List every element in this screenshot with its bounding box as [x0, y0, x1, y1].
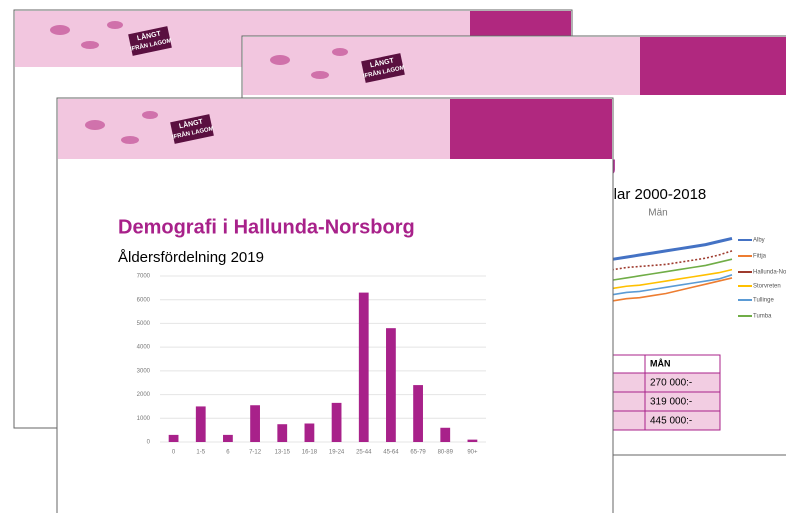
- chart-title: Män: [648, 208, 667, 219]
- legend-label: Hallunda-Norsborg: [753, 270, 786, 276]
- y-tick-label: 7000: [137, 274, 151, 280]
- x-tick-label: 45-64: [383, 450, 399, 456]
- table-cell-text: 270 000:-: [650, 378, 692, 389]
- legend-label: Tullinge: [753, 298, 774, 304]
- x-tick-label: 19-24: [329, 450, 345, 456]
- y-tick-label: 5000: [137, 321, 151, 327]
- x-tick-label: 25-44: [356, 450, 372, 456]
- slide-title: Demografi i Hallunda-Norsborg: [118, 216, 415, 238]
- table-header: MÅN: [650, 358, 671, 368]
- bar: [277, 424, 287, 442]
- table-cell-text: 319 000:-: [650, 397, 692, 408]
- y-tick-label: 2000: [137, 392, 151, 398]
- bar: [386, 328, 396, 442]
- x-tick-label: 80-89: [438, 450, 454, 456]
- slide-subtitle: Åldersfördelning 2019: [118, 249, 264, 266]
- bar: [196, 406, 206, 442]
- bar: [440, 428, 450, 442]
- legend-label: Storvreten: [753, 284, 781, 290]
- y-tick-label: 1000: [137, 416, 151, 422]
- x-tick-label: 7-12: [249, 450, 262, 456]
- bar: [305, 424, 315, 442]
- x-tick-label: 16-18: [302, 450, 318, 456]
- bar: [413, 385, 423, 442]
- legend-label: Fittja: [753, 254, 767, 260]
- bar: [169, 435, 179, 442]
- legend-label: Alby: [753, 238, 765, 244]
- x-tick-label: 13-15: [275, 450, 291, 456]
- table-cell-text: 445 000:-: [650, 416, 692, 427]
- screen: LÅNGT IFRÅN LAGOM LÅNGT IFRÅN LAGOM g de…: [0, 0, 786, 513]
- bar: [359, 293, 369, 442]
- y-tick-label: 6000: [137, 297, 151, 303]
- y-tick-label: 4000: [137, 345, 151, 351]
- bar: [332, 403, 342, 442]
- bar: [250, 405, 260, 442]
- bar: [223, 435, 233, 442]
- x-tick-label: 1-5: [196, 450, 205, 456]
- bar: [468, 440, 478, 442]
- x-tick-label: 90+: [467, 450, 478, 456]
- train-image: [640, 37, 786, 95]
- legend-label: Tumba: [753, 314, 772, 320]
- train-image: [450, 99, 612, 159]
- y-tick-label: 3000: [137, 368, 151, 374]
- x-tick-label: 65-79: [410, 450, 426, 456]
